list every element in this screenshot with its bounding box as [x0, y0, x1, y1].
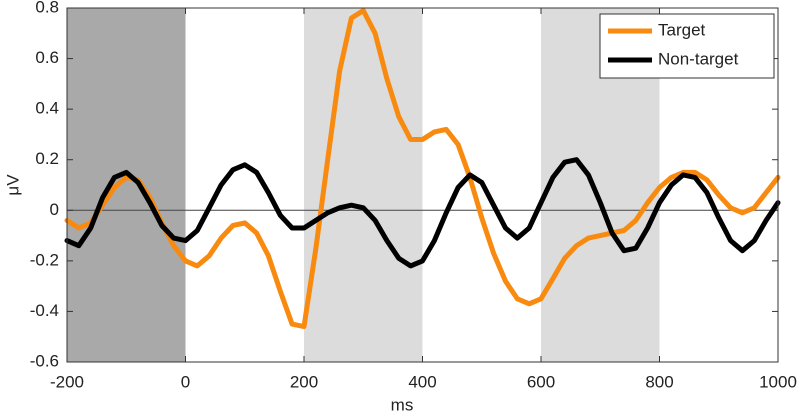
shaded-region — [304, 8, 423, 362]
x-tick-label: 200 — [290, 372, 318, 391]
x-tick-label: 400 — [408, 372, 436, 391]
legend-label: Non-target — [658, 49, 739, 68]
x-axis-label: ms — [391, 395, 414, 414]
y-tick-label: 0.8 — [35, 0, 59, 16]
x-tick-label: 1000 — [759, 372, 797, 391]
y-axis-label: μV — [3, 174, 22, 196]
legend-box — [599, 13, 775, 79]
shaded-region — [67, 8, 186, 362]
x-tick-label: 600 — [527, 372, 555, 391]
y-tick-label: 0.6 — [35, 48, 59, 67]
x-tick-label: 800 — [645, 372, 673, 391]
y-tick-label: -0.2 — [30, 250, 59, 269]
x-tick-label: -200 — [50, 372, 84, 391]
series-line — [64, 8, 781, 330]
y-tick-label: -0.6 — [30, 351, 59, 370]
x-tick-label: 0 — [181, 372, 190, 391]
y-tick-label: 0 — [50, 200, 59, 219]
y-tick-label: 0.2 — [35, 149, 59, 168]
series-line — [64, 157, 781, 269]
legend-label: Target — [658, 20, 706, 39]
plot-frame — [66, 7, 779, 363]
y-tick-label: -0.4 — [30, 301, 59, 320]
y-tick-label: 0.4 — [35, 99, 59, 118]
